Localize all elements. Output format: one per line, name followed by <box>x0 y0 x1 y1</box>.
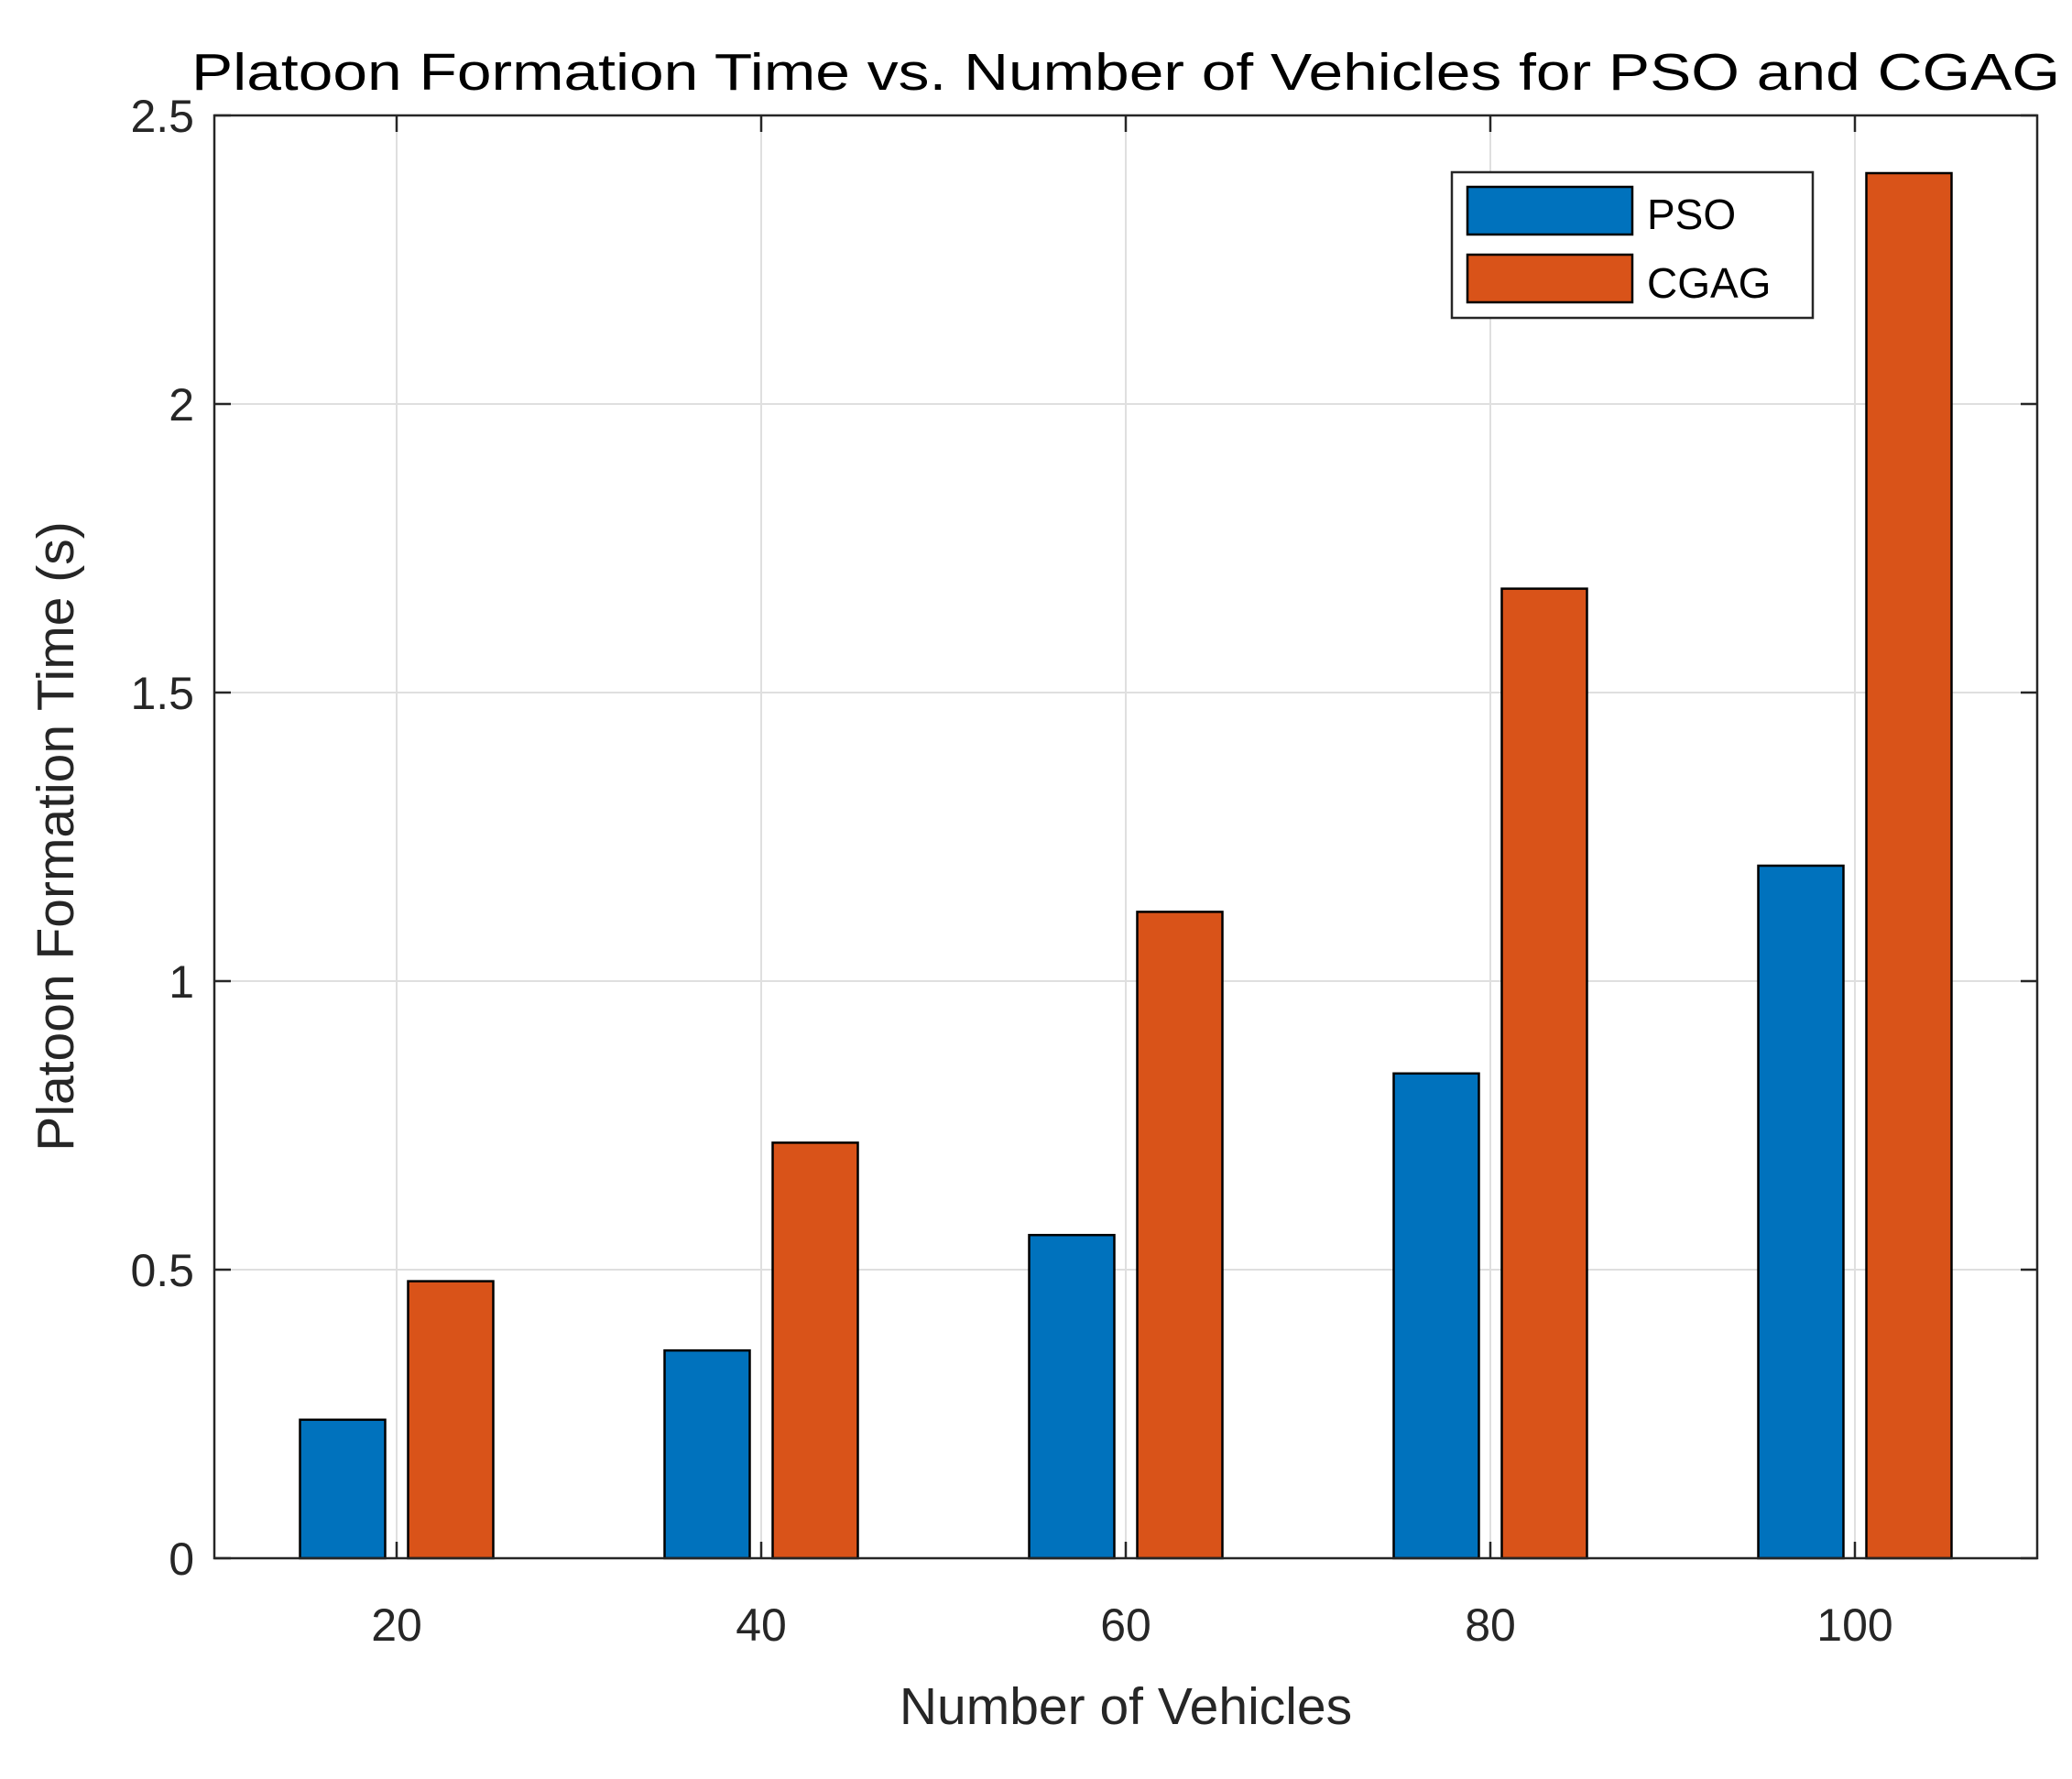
y-tick-label: 2.5 <box>130 91 194 142</box>
ticks <box>214 114 2037 1560</box>
x-tick-label: 80 <box>1465 1599 1516 1651</box>
bar-pso-40 <box>663 1348 751 1560</box>
bar-cgag-20 <box>407 1280 495 1560</box>
bar-pso-80 <box>1392 1072 1480 1560</box>
chart-title: Platoon Formation Time vs. Number of Veh… <box>191 43 2060 102</box>
x-tick-label: 40 <box>736 1599 787 1651</box>
y-tick-label: 2 <box>169 379 194 431</box>
y-tick-label: 1.5 <box>130 668 194 719</box>
y-tick-label: 0 <box>169 1533 194 1585</box>
legend: PSO CGAG <box>1450 170 1815 320</box>
legend-swatch-cgag <box>1466 253 1634 304</box>
x-axis-label: Number of Vehicles <box>900 1677 1352 1736</box>
y-axis-label: Platoon Formation Time (s) <box>27 521 85 1151</box>
legend-swatch-pso <box>1466 185 1634 236</box>
bar-cgag-100 <box>1865 171 1953 1560</box>
legend-label-pso: PSO <box>1647 191 1736 238</box>
y-tick-label: 0.5 <box>130 1245 194 1296</box>
tick-labels: 0 0.5 1 1.5 2 2.5 20 40 60 80 100 <box>130 91 1892 1651</box>
bar-cgag-40 <box>771 1141 859 1560</box>
bar-pso-60 <box>1028 1233 1116 1560</box>
x-tick-label: 60 <box>1100 1599 1151 1651</box>
bar-pso-100 <box>1757 864 1845 1560</box>
x-tick-label: 20 <box>371 1599 422 1651</box>
legend-label-cgag: CGAG <box>1647 259 1771 307</box>
y-tick-label: 1 <box>169 956 194 1008</box>
bar-cgag-80 <box>1500 587 1588 1560</box>
bar-cgag-60 <box>1136 911 1224 1560</box>
bar-pso-20 <box>299 1418 387 1560</box>
x-tick-label: 100 <box>1816 1599 1892 1651</box>
